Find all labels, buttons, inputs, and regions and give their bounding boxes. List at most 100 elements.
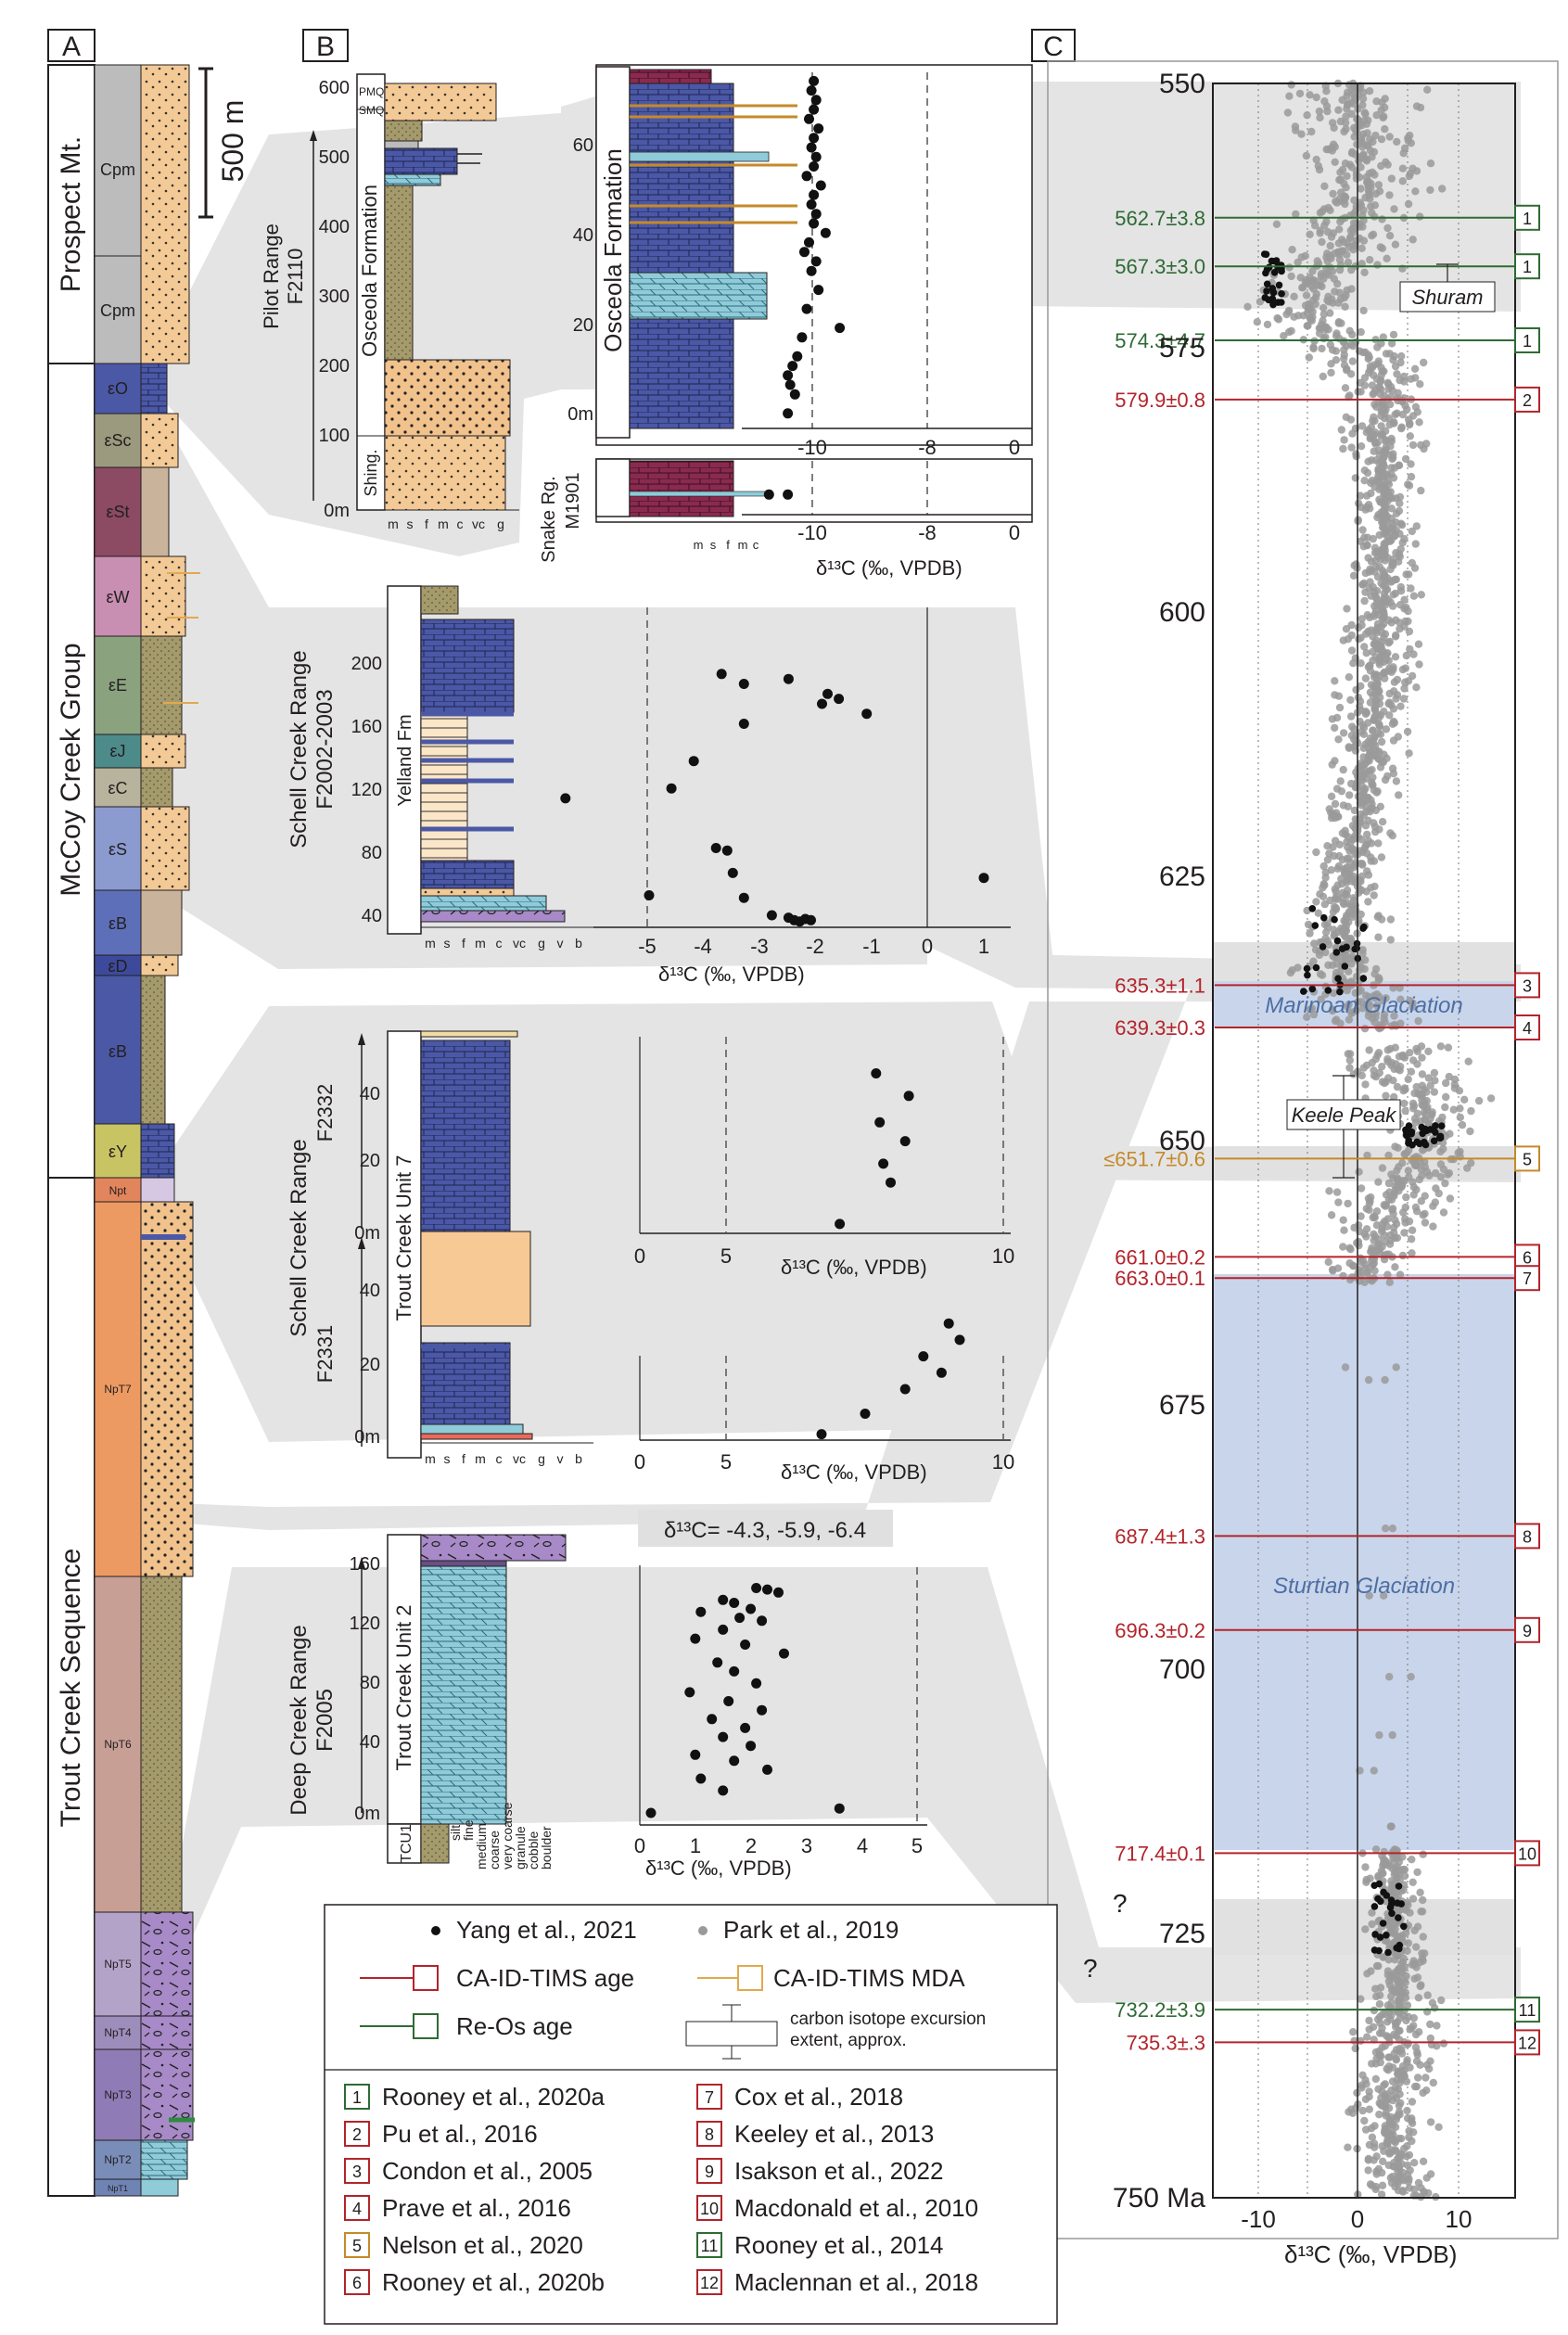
park-data-point: [1358, 1004, 1367, 1013]
park-data-point: [1464, 1057, 1472, 1065]
park-data-point: [1387, 504, 1396, 513]
yang-data-point: [1303, 964, 1311, 973]
yelland-data-point: [666, 783, 677, 794]
park-data-point: [1400, 1053, 1409, 1062]
park-data-point: [1379, 333, 1388, 341]
park-data-point: [1349, 246, 1358, 254]
park-data-point: [1385, 711, 1394, 720]
park-data-point: [1408, 1249, 1416, 1257]
park-data-point: [1389, 736, 1398, 745]
tcu7-upper-data-point: [903, 1091, 914, 1102]
yang-data-point: [1435, 1134, 1444, 1142]
park-data-point: [1348, 2109, 1358, 2117]
snake-data-point: [783, 489, 794, 500]
c-xtick-10: 10: [1446, 2205, 1472, 2233]
age-ref-number: 1: [1523, 258, 1532, 276]
deep-data-point: [751, 1678, 762, 1689]
yang-data-point: [1268, 285, 1277, 292]
park-data-point: [1372, 2170, 1381, 2178]
park-data-point: [1429, 1222, 1437, 1231]
tcu7-upper-data-point: [835, 1219, 846, 1230]
park-data-point: [1397, 2049, 1407, 2058]
park-data-point: [1408, 527, 1417, 536]
park-data-point: [1357, 910, 1365, 919]
park-data-point: [1316, 209, 1325, 217]
legend-ref-number: 4: [352, 2200, 362, 2218]
deep-tick-0: 0m: [354, 1804, 380, 1824]
yang-data-point: [1270, 269, 1279, 276]
age-ref-box: [1514, 2029, 1540, 2056]
park-data-point: [1359, 236, 1369, 245]
park-data-point: [1406, 1049, 1414, 1057]
osceola-data-point: [809, 104, 820, 115]
scale-bar-label: 500 m: [216, 100, 249, 183]
park-data-point: [1416, 1982, 1424, 1991]
park-data-point: [1400, 1229, 1409, 1237]
park-data-point: [1387, 339, 1396, 348]
park-data-point: [1408, 1856, 1416, 1864]
osceola-data-point: [809, 218, 820, 229]
pilot-tick-600: 600: [319, 78, 350, 98]
yang-data-point: [1370, 1882, 1378, 1889]
park-data-point: [1361, 822, 1370, 830]
park-data-point: [1463, 1164, 1472, 1172]
yelland-data-point: [783, 673, 794, 684]
park-data-point: [1374, 839, 1383, 848]
deep-data-point: [779, 1648, 789, 1659]
park-data-point: [1365, 2016, 1373, 2025]
yelland-data-point: [766, 910, 777, 921]
park-data-point: [1369, 534, 1378, 543]
yelland-grain-s: s: [444, 936, 451, 951]
park-data-point: [1383, 1270, 1392, 1279]
tcu7-formation-label: Trout Creek Unit 7: [392, 1155, 415, 1321]
age-ref-number: 10: [1518, 1844, 1536, 1863]
unit-cpm-upper: Cpm: [100, 160, 135, 179]
age-ref-box: [1514, 1244, 1540, 1270]
legend-ref-number: 7: [705, 2088, 714, 2107]
park-data-point: [1290, 292, 1298, 300]
park-data-point: [1426, 2034, 1435, 2043]
park-data-point: [1407, 472, 1416, 481]
park-data-point: [1424, 2188, 1433, 2198]
park-data-point: [1339, 1216, 1347, 1224]
park-data-point: [1319, 372, 1328, 381]
deep-formation-label: Trout Creek Unit 2: [392, 1605, 415, 1771]
park-data-point: [1328, 961, 1337, 970]
tcu7-lower-xtick-10: 10: [992, 1450, 1014, 1474]
tcu7-lower-data-point: [943, 1318, 954, 1329]
park-data-point: [1357, 185, 1365, 193]
park-data-point: [1387, 1992, 1396, 2001]
park-data-point: [1409, 2128, 1418, 2137]
legend-ref-number: 5: [352, 2237, 362, 2255]
legend-yang: Yang et al., 2021: [456, 1916, 637, 1944]
park-data-point: [1369, 390, 1377, 399]
age-ref-box: [1514, 1265, 1540, 1292]
legend-ref-text: Rooney et al., 2020b: [382, 2268, 605, 2296]
park-data-point: [1343, 172, 1351, 181]
deep-data-point: [718, 1624, 729, 1635]
tcu7-grain-vc: vc: [513, 1451, 526, 1466]
park-data-point: [1354, 623, 1363, 632]
park-data-point: [1321, 948, 1330, 957]
park-data-point: [1285, 263, 1294, 272]
park-data-point: [1371, 2060, 1380, 2068]
park-data-point: [1320, 182, 1329, 190]
tcu7-upper-axis-label: δ¹³C (‰, VPDB): [781, 1256, 927, 1279]
deep-data-point: [762, 1764, 772, 1775]
osceola-data-point: [783, 370, 794, 381]
park-data-point: [1400, 1099, 1409, 1108]
yelland-data-point: [822, 688, 833, 699]
park-data-point: [1360, 374, 1370, 382]
park-data-point: [1340, 354, 1348, 364]
yelland-data-point: [688, 756, 699, 767]
panel-b-osceola-detail: Osceola Formation 60 40 20 0m -10 -8 0: [539, 64, 1033, 580]
park-data-point: [1423, 85, 1432, 95]
park-data-point: [1399, 2188, 1408, 2196]
park-data-point: [1393, 137, 1401, 147]
park-data-point: [1345, 1056, 1355, 1065]
osceola-data-point: [797, 332, 808, 343]
osceola-axis-label: δ¹³C (‰, VPDB): [816, 556, 962, 580]
deep-data-point: [684, 1687, 695, 1698]
park-data-point: [1400, 1150, 1409, 1158]
tcu7-upper-data-point: [886, 1177, 896, 1188]
